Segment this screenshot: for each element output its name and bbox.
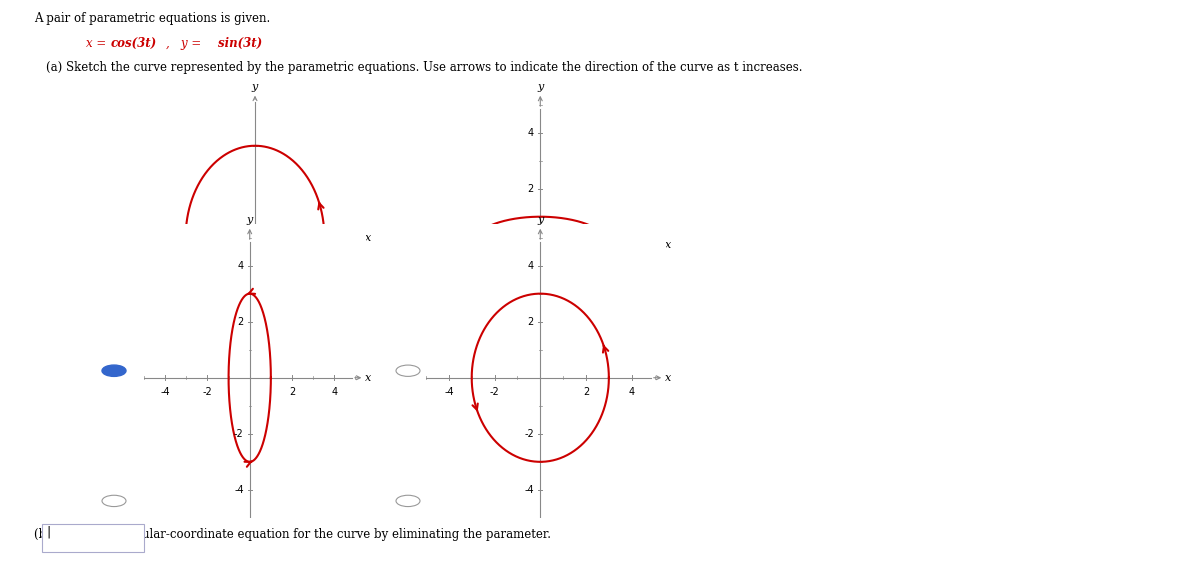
Text: A pair of parametric equations is given.: A pair of parametric equations is given.: [34, 12, 270, 25]
Text: -2: -2: [490, 254, 499, 264]
Text: x: x: [665, 240, 671, 250]
Text: y: y: [538, 82, 544, 92]
Text: -4: -4: [444, 254, 454, 264]
Text: sin(3t): sin(3t): [218, 37, 263, 50]
Text: 4: 4: [238, 260, 244, 271]
Text: 4: 4: [629, 254, 635, 264]
Text: 4: 4: [629, 387, 635, 397]
Text: 2: 2: [238, 316, 244, 327]
Text: 2: 2: [583, 387, 589, 397]
Text: 2: 2: [289, 387, 295, 397]
Text: (a) Sketch the curve represented by the parametric equations. Use arrows to indi: (a) Sketch the curve represented by the …: [46, 61, 802, 74]
Text: cos(3t): cos(3t): [110, 37, 156, 50]
Text: x: x: [365, 233, 371, 243]
Text: -2: -2: [524, 429, 534, 439]
Text: y: y: [252, 82, 258, 92]
Text: 2: 2: [528, 183, 534, 194]
Text: -2: -2: [524, 296, 534, 306]
Text: y: y: [538, 215, 544, 225]
Text: 4: 4: [331, 387, 337, 397]
Text: -4: -4: [524, 485, 534, 495]
Text: x: x: [365, 373, 371, 383]
Text: -2: -2: [490, 387, 499, 397]
Text: 1: 1: [322, 247, 328, 258]
Text: y: y: [246, 215, 253, 225]
Text: x: x: [665, 373, 671, 383]
Text: ,   y =: , y =: [166, 37, 205, 50]
Text: -4: -4: [444, 387, 454, 397]
Circle shape: [102, 365, 126, 376]
Text: |: |: [47, 526, 52, 539]
Text: (b) Find a rectangular-coordinate equation for the curve by eliminating the para: (b) Find a rectangular-coordinate equati…: [34, 528, 551, 541]
Text: -4: -4: [524, 352, 534, 362]
Text: 4: 4: [528, 127, 534, 138]
Text: -2: -2: [234, 429, 244, 439]
Text: 2: 2: [528, 316, 534, 327]
Text: -4: -4: [161, 387, 170, 397]
Text: 4: 4: [528, 260, 534, 271]
Text: 2: 2: [583, 254, 589, 264]
Text: -1: -1: [181, 247, 191, 258]
Text: -2: -2: [203, 387, 212, 397]
Text: x =: x =: [86, 37, 110, 50]
FancyBboxPatch shape: [42, 524, 144, 552]
Text: -4: -4: [234, 485, 244, 495]
